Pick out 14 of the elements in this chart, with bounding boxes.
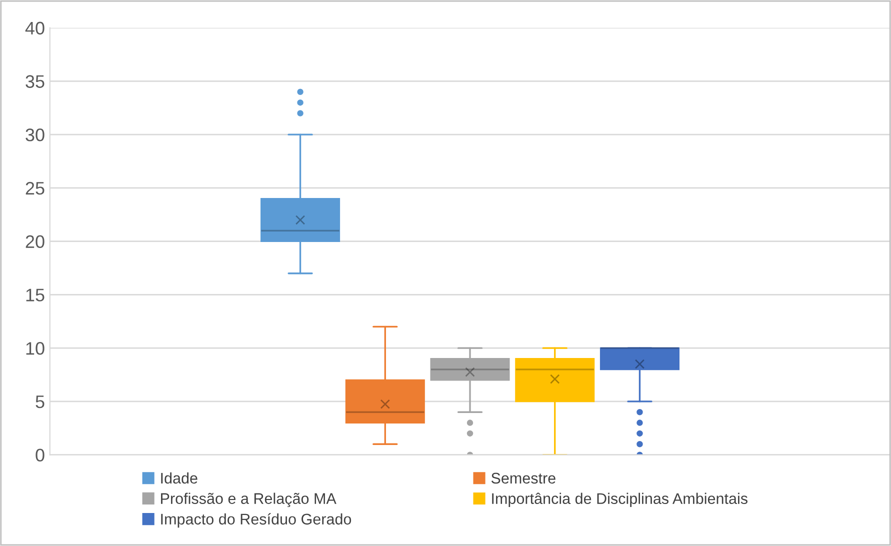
y-tick-label: 40 [25, 22, 44, 35]
y-tick-label: 0 [36, 448, 44, 462]
legend-label: Profissão e a Relação MA [161, 492, 336, 508]
y-tick-label: 5 [36, 396, 44, 408]
y-tick-label: 30 [26, 128, 44, 142]
legend-label: Semestre [491, 472, 556, 484]
y-tick-label: 25 [26, 182, 44, 195]
y-tick-label: 15 [26, 288, 44, 302]
y-tick-label: 35 [26, 75, 44, 88]
legend-label: Importância de Disciplinas Ambientais [492, 492, 748, 508]
legend-label: Idade [161, 472, 198, 484]
legend-label: Impacto do Resíduo Gerado [161, 513, 352, 528]
y-tick-label: 20 [26, 235, 44, 248]
y-tick-label: 10 [26, 342, 44, 355]
